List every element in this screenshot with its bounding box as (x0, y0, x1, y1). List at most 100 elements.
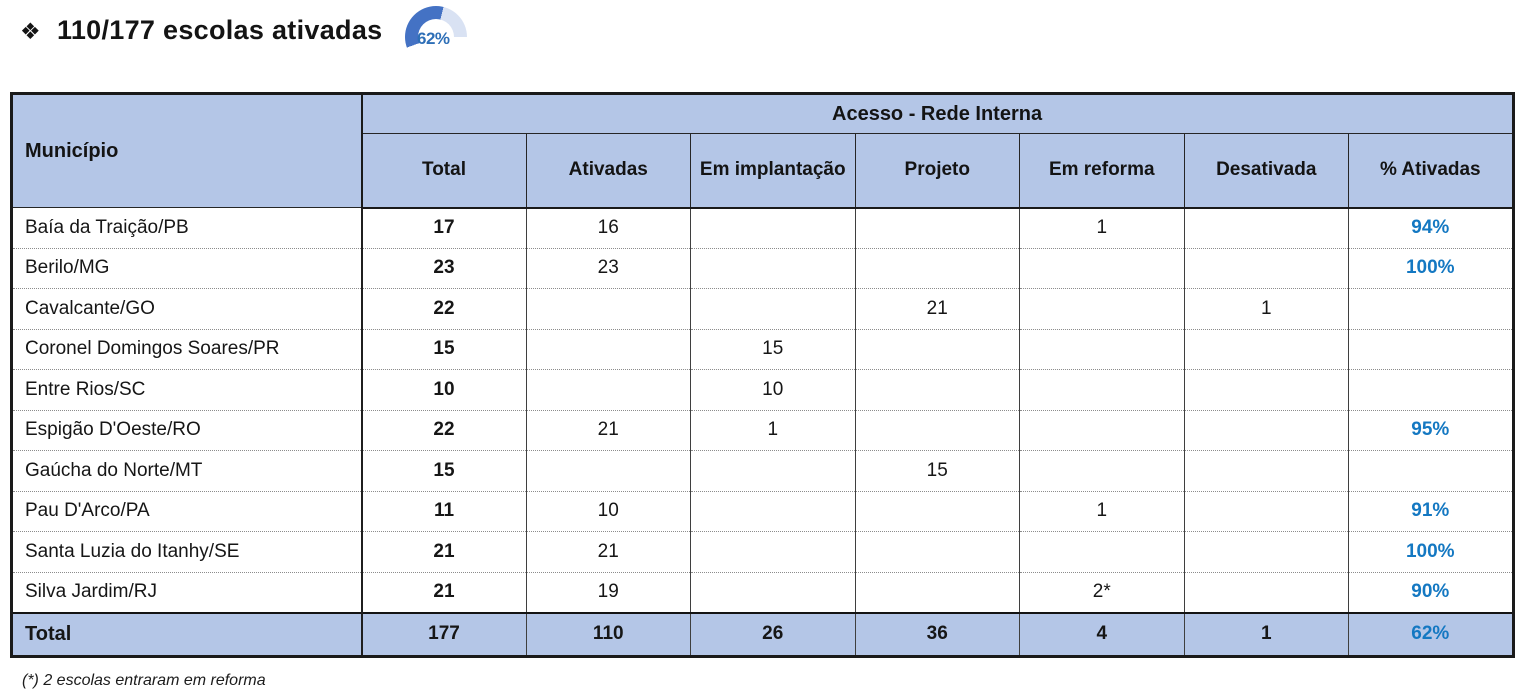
cell-ativadas: 23 (525, 247, 691, 289)
cell-em-reforma (1019, 247, 1184, 289)
cell-desativada (1183, 207, 1349, 248)
cell-pct-ativadas: 100% (1348, 531, 1514, 572)
cell-desativada: 1 (1183, 288, 1349, 329)
cell-municipio: Berilo/MG (11, 247, 363, 289)
table-row: Espigão D'Oeste/RO 22 21 1 95% (11, 409, 1514, 451)
cell-ativadas: 110 (525, 611, 691, 657)
cell-em-implantacao: 1 (690, 409, 855, 451)
cell-em-reforma: 1 (1019, 207, 1184, 248)
cell-projeto (854, 531, 1020, 572)
column-header-desativada: Desativada (1183, 133, 1349, 209)
cell-projeto: 36 (854, 611, 1020, 657)
cell-municipio: Santa Luzia do Itanhy/SE (11, 531, 363, 572)
cell-em-implantacao (690, 207, 855, 248)
column-header-ativadas: Ativadas (525, 133, 691, 209)
cell-municipio: Cavalcante/GO (11, 288, 363, 329)
cell-ativadas: 16 (525, 207, 691, 248)
group-header-row: Município Acesso - Rede Interna (11, 93, 1514, 208)
cell-em-reforma: 4 (1019, 611, 1184, 657)
cell-municipio: Gaúcha do Norte/MT (11, 450, 363, 491)
column-header-total: Total (361, 133, 527, 209)
cell-projeto (854, 490, 1020, 532)
cell-pct-ativadas: 100% (1348, 247, 1514, 289)
cell-pct-ativadas: 62% (1348, 611, 1514, 657)
cell-total: 21 (361, 571, 526, 613)
table-row: Coronel Domingos Soares/PR 15 15 (11, 328, 1514, 370)
cell-total: 22 (361, 409, 526, 451)
table-row: Cavalcante/GO 22 21 1 (11, 288, 1514, 329)
cell-em-reforma (1019, 288, 1184, 329)
cell-total: 10 (361, 369, 526, 410)
table-body: Baía da Traição/PB 17 16 1 94% Berilo/MG 23 23 1… (11, 207, 1514, 657)
cell-total: 21 (361, 531, 526, 572)
cell-ativadas: 21 (525, 409, 691, 451)
cell-ativadas: 10 (525, 490, 691, 532)
cell-desativada (1183, 409, 1349, 451)
cell-total: 177 (361, 611, 526, 657)
cell-pct-ativadas (1348, 369, 1514, 410)
cell-total: 22 (361, 288, 526, 329)
cell-desativada (1183, 328, 1349, 370)
cell-em-implantacao (690, 288, 855, 329)
gauge-hole (418, 19, 454, 55)
cell-em-reforma (1019, 531, 1184, 572)
cell-municipio: Espigão D'Oeste/RO (11, 409, 363, 451)
cell-em-reforma (1019, 409, 1184, 451)
cell-projeto: 21 (854, 288, 1020, 329)
cell-total-label: Total (11, 611, 363, 657)
column-header-row: Total Ativadas Em implantação Projeto Em ref… (12, 133, 1514, 209)
cell-municipio: Coronel Domingos Soares/PR (11, 328, 363, 370)
cell-projeto (854, 328, 1020, 370)
cell-em-reforma: 2* (1019, 571, 1184, 613)
cell-em-implantacao (690, 531, 855, 572)
cell-municipio: Silva Jardim/RJ (11, 571, 363, 613)
table-row: Berilo/MG 23 23 100% (11, 247, 1514, 289)
table-row: Gaúcha do Norte/MT 15 15 (11, 450, 1514, 491)
gauge-percent-label: 62% (417, 29, 450, 48)
cell-municipio: Pau D'Arco/PA (11, 490, 363, 532)
cell-em-implantacao (690, 247, 855, 289)
cell-desativada (1183, 571, 1349, 613)
cell-projeto (854, 571, 1020, 613)
cell-desativada: 1 (1183, 611, 1349, 657)
cell-municipio: Baía da Traição/PB (11, 207, 363, 248)
cell-desativada (1183, 490, 1349, 532)
activation-gauge: 62% (403, 2, 469, 68)
cell-em-implantacao (690, 450, 855, 491)
data-table: Município Acesso - Rede Interna Total Ati… (10, 92, 1515, 658)
cell-em-reforma (1019, 328, 1184, 370)
cell-ativadas (525, 288, 691, 329)
cell-pct-ativadas (1348, 328, 1514, 370)
cell-projeto: 15 (854, 450, 1020, 491)
cell-pct-ativadas: 95% (1348, 409, 1514, 451)
cell-pct-ativadas (1348, 450, 1514, 491)
cell-total: 15 (361, 450, 526, 491)
cell-em-implantacao: 15 (690, 328, 855, 370)
cell-em-implantacao (690, 490, 855, 532)
cell-pct-ativadas: 90% (1348, 571, 1514, 613)
total-row: Total 177 110 26 36 4 1 62% (11, 611, 1514, 657)
cell-ativadas: 21 (525, 531, 691, 572)
table-row: Entre Rios/SC 10 10 (11, 369, 1514, 410)
cell-em-reforma (1019, 450, 1184, 491)
table-row: Baía da Traição/PB 17 16 1 94% (11, 207, 1514, 248)
cell-pct-ativadas: 94% (1348, 207, 1514, 248)
cell-total: 17 (361, 207, 526, 248)
cell-desativada (1183, 450, 1349, 491)
cell-projeto (854, 409, 1020, 451)
cell-pct-ativadas (1348, 288, 1514, 329)
column-header-em-implantacao: Em implantação (690, 133, 856, 209)
cell-pct-ativadas: 91% (1348, 490, 1514, 532)
cell-total: 11 (361, 490, 526, 532)
table-row: Santa Luzia do Itanhy/SE 21 21 100% (11, 531, 1514, 572)
footnote: (*) 2 escolas entraram em reforma (22, 672, 266, 689)
cell-ativadas: 19 (525, 571, 691, 613)
cell-municipio: Entre Rios/SC (11, 369, 363, 410)
corner-header-municipio: Município (11, 93, 363, 208)
cell-em-implantacao: 10 (690, 369, 855, 410)
cell-ativadas (525, 450, 691, 491)
cell-desativada (1183, 247, 1349, 289)
cell-total: 23 (361, 247, 526, 289)
table-row: Silva Jardim/RJ 21 19 2* 90% (11, 571, 1514, 613)
